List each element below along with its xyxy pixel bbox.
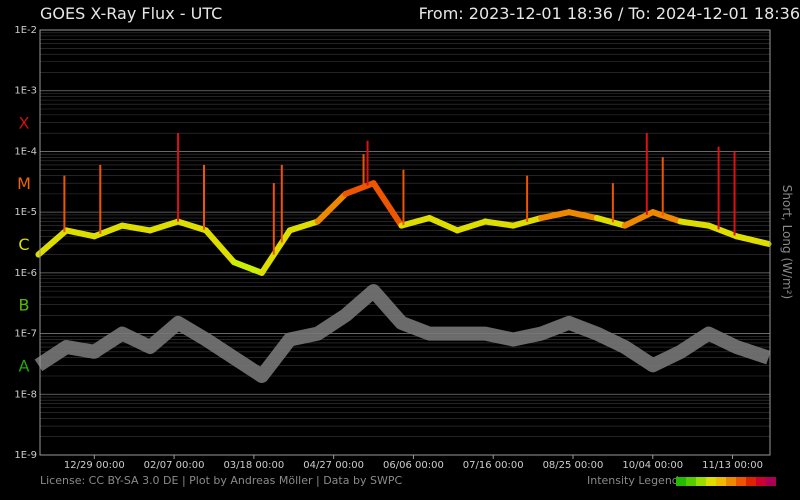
long-channel-segment [258, 227, 293, 276]
legend-swatch [766, 477, 776, 486]
long-channel-segment [705, 222, 740, 240]
license-credits: License: CC BY-SA 3.0 DE | Plot by Andre… [40, 474, 403, 487]
x-tick-label: 06/06 00:00 [383, 460, 444, 471]
long-channel-segment [63, 227, 98, 240]
x-tick-label: 02/07 00:00 [144, 460, 205, 471]
plot-area [34, 133, 772, 383]
long-channel-segment [202, 227, 237, 266]
legend-swatch [706, 477, 716, 486]
y-tick-label: 1E-4 [14, 146, 37, 157]
long-channel-segment [370, 180, 405, 229]
long-channel-segment [454, 218, 489, 234]
y-tick-label: 1E-3 [14, 86, 37, 97]
flare-class-label: C [18, 235, 29, 254]
legend-swatch [746, 477, 756, 486]
chart-grid [40, 29, 770, 456]
legend-swatch [686, 477, 696, 486]
y-tick-label: 1E-7 [14, 329, 37, 340]
y-tick-label: 1E-9 [14, 450, 37, 461]
long-channel-segment [286, 218, 321, 234]
legend-swatch [756, 477, 766, 486]
legend-swatch [726, 477, 736, 486]
long-channel-segment [147, 218, 182, 234]
long-channel-segment [175, 218, 209, 234]
x-tick-label: 04/27 00:00 [303, 460, 364, 471]
long-channel-segment [230, 259, 265, 276]
y-tick-label: 1E-8 [14, 389, 37, 400]
long-channel-segment [538, 209, 573, 222]
y-axis-label: Short, Long (W/m²) [780, 184, 794, 300]
x-tick-label: 07/16 00:00 [463, 460, 524, 471]
legend-swatch [736, 477, 746, 486]
long-channel-segment [314, 190, 349, 225]
long-channel-segment [91, 222, 126, 240]
flare-class-label: B [19, 296, 30, 315]
long-channel-segment [593, 215, 628, 229]
chart-title: GOES X-Ray Flux - UTC [40, 4, 223, 23]
long-channel-segment [566, 209, 600, 222]
chart-axes: 1E-2 1E-3 1E-4 1E-5 1E-6 1E-7 1E-8 1E-9 X M C B A 12/… [14, 25, 771, 471]
x-tick-label: 03/18 00:00 [223, 460, 284, 471]
y-tick-label: 1E-6 [14, 268, 37, 279]
x-tick-label: 12/29 00:00 [64, 460, 125, 471]
long-channel-segment [621, 209, 656, 229]
legend-swatch [716, 477, 726, 486]
intensity-legend-label: Intensity Legend [587, 474, 679, 487]
short-channel-line [34, 284, 771, 383]
legend-swatch [696, 477, 706, 486]
long-channel-segment [733, 233, 772, 247]
x-tick-label: 08/25 00:00 [543, 460, 604, 471]
long-channel-segment [677, 218, 712, 229]
long-channel-segment [649, 209, 684, 225]
plot-frame [39, 29, 771, 456]
date-range: From: 2023-12-01 18:36 / To: 2024-12-01 … [418, 4, 800, 23]
flare-class-label: A [19, 356, 30, 375]
y-tick-label: 1E-2 [14, 25, 37, 36]
x-tick-label: 11/13 00:00 [702, 460, 763, 471]
long-channel-segment [342, 180, 377, 197]
y-tick-label: 1E-5 [14, 207, 37, 218]
flare-class-label: M [17, 174, 31, 193]
legend-swatch [676, 477, 686, 486]
long-channel-segment [35, 227, 70, 258]
x-tick-label: 10/04 00:00 [622, 460, 683, 471]
intensity-legend-bar [676, 477, 776, 486]
long-channel-segment [426, 215, 461, 234]
long-channel-segment [482, 218, 517, 229]
flare-class-label: X [19, 113, 30, 132]
long-channel-segment [398, 215, 433, 229]
long-channel-segment [119, 222, 154, 234]
